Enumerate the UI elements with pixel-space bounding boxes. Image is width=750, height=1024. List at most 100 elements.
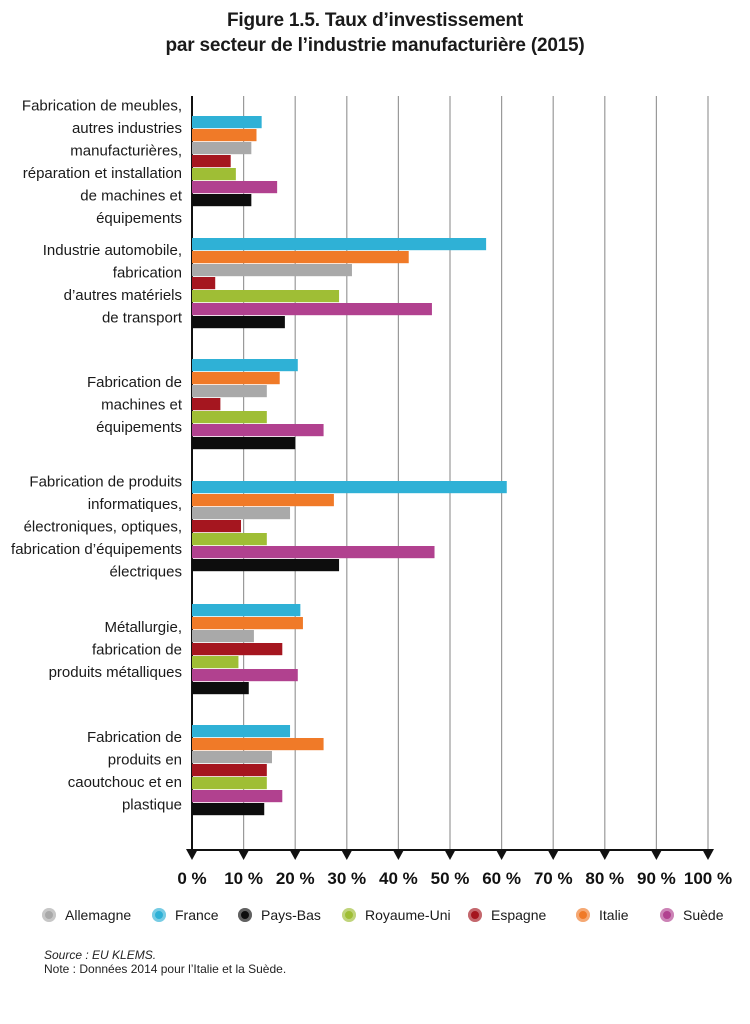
bar-suède [192, 790, 283, 803]
bar-allemagne [192, 630, 254, 643]
legend-item-italie: Italie [576, 904, 629, 926]
bar-france [192, 238, 487, 251]
category-label: plastique [122, 796, 182, 813]
x-tick-label: 10 % [224, 869, 263, 888]
bar-royaume-uni [192, 656, 239, 669]
legend-swatch [42, 908, 56, 922]
bar-chart: Fabrication de meubles, autres industries… [11, 96, 732, 888]
legend-label: Suède [683, 907, 724, 923]
x-axis [186, 849, 714, 860]
bar-suède [192, 424, 324, 437]
chart-title-line-1: Figure 1.5. Taux d’investissement [226, 10, 524, 31]
x-tick-marker [444, 849, 456, 860]
category-label: fabrication d’équipements [11, 541, 182, 558]
category-label: électroniques, optiques, [24, 519, 182, 536]
bar-pays-bas [192, 316, 285, 329]
x-tick-labels: 0 % 10 % 20 % 30 % 40 % 50 % 60 % 70 % 80 % 90 % 1… [177, 869, 732, 888]
legend-swatch [152, 908, 166, 922]
bar-france [192, 481, 507, 494]
x-tick-marker [598, 849, 611, 860]
x-tick-marker [392, 849, 405, 860]
bar-allemagne [192, 385, 267, 398]
category-label: Métallurgie, [104, 619, 182, 636]
x-tick-marker [495, 849, 508, 860]
bar-espagne [192, 643, 283, 656]
bar-royaume-uni [192, 411, 267, 424]
x-tick-label: 30 % [327, 869, 366, 888]
legend-swatch [342, 908, 356, 922]
category-label: fabrication de [92, 642, 182, 659]
x-tick-label: 70 % [534, 869, 573, 888]
chart-title-line-2: par secteur de l’industrie manufacturièr… [165, 35, 585, 56]
x-tick-label: 40 % [379, 869, 418, 888]
x-tick-marker [237, 849, 250, 860]
category-label: réparation et installation [23, 165, 182, 182]
category-label: informatiques, [88, 496, 182, 513]
bar-italie [192, 494, 334, 507]
x-tick-label: 0 % [177, 869, 206, 888]
legend-swatch [468, 908, 482, 922]
category-label: caoutchouc et en [68, 774, 182, 791]
x-tick-marker [289, 849, 302, 860]
bar-pays-bas [192, 559, 340, 572]
category-label: fabrication [113, 264, 182, 281]
legend-item-france: France [152, 904, 219, 926]
category-label: Industrie automobile, [43, 242, 182, 259]
category-label: équipements [96, 210, 182, 227]
bar-suède [192, 303, 432, 316]
legend-label: Italie [599, 907, 629, 923]
footer: Source : EU KLEMS. Note : Données 2014 p… [44, 948, 286, 976]
x-tick-label: 50 % [431, 869, 470, 888]
category-label: équipements [96, 419, 182, 436]
x-tick-marker [340, 849, 353, 860]
category-label: Fabrication de produits [29, 474, 182, 491]
bar-royaume-uni [192, 168, 236, 181]
bar-italie [192, 251, 409, 264]
legend-label: Royaume-Uni [365, 907, 451, 923]
source-note: Source : EU KLEMS. [44, 948, 157, 962]
legend-label: Allemagne [65, 907, 132, 923]
bar-allemagne [192, 264, 352, 277]
bar-pays-bas [192, 682, 249, 695]
legend-item-pays-bas: Pays-Bas [238, 904, 321, 926]
bar-pays-bas [192, 803, 265, 816]
legend-label: Pays-Bas [261, 907, 321, 923]
x-tick-label: 100 % [684, 869, 732, 888]
legend-item-allemagne: Allemagne [42, 904, 131, 926]
bar-italie [192, 129, 257, 142]
bar-suède [192, 181, 278, 194]
bars [192, 116, 507, 816]
category-label: machines et [101, 397, 183, 414]
category-label: de transport [102, 309, 183, 326]
category-label: de machines et [80, 187, 183, 204]
bar-italie [192, 617, 303, 630]
bar-espagne [192, 520, 242, 533]
bar-france [192, 725, 291, 738]
category-label: électriques [109, 564, 182, 581]
grid-lines [191, 96, 709, 850]
legend-item-royaume-uni: Royaume-Uni [342, 904, 451, 926]
bar-royaume-uni [192, 290, 340, 303]
legend: Allemagne France Pays-Bas Royaume-Uni Espagn… [42, 904, 742, 926]
bar-italie [192, 372, 280, 385]
category-label: manufacturières, [70, 142, 182, 159]
bar-pays-bas [192, 194, 252, 207]
bar-espagne [192, 398, 221, 411]
category-label: d’autres matériels [64, 287, 182, 304]
bar-royaume-uni [192, 533, 267, 546]
category-label: Fabrication de [87, 729, 182, 746]
bar-italie [192, 738, 324, 751]
legend-label: France [175, 907, 219, 923]
bar-suède [192, 669, 298, 682]
bar-france [192, 604, 301, 617]
category-label: Fabrication de [87, 374, 182, 391]
bar-allemagne [192, 142, 252, 155]
bar-france [192, 116, 262, 129]
x-tick-marker [547, 849, 560, 860]
bar-espagne [192, 277, 216, 290]
category-labels: Fabrication de meubles, autres industries… [11, 97, 183, 813]
bar-espagne [192, 764, 267, 777]
x-tick-label: 60 % [482, 869, 521, 888]
bar-allemagne [192, 751, 272, 764]
x-tick-label: 90 % [637, 869, 676, 888]
